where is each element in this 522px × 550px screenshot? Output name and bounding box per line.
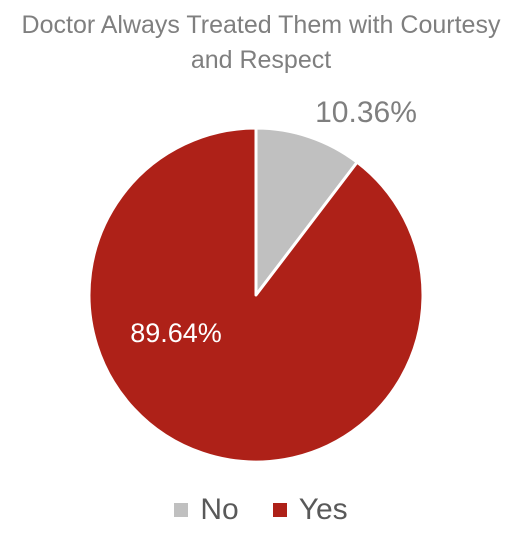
legend-label-no: No: [200, 493, 239, 526]
data-label-yes: 89.64%: [130, 318, 222, 348]
pie-slice-yes: [87, 126, 425, 464]
legend-swatch-no: [174, 503, 189, 517]
chart-title: Doctor Always Treated Them with Courtesy…: [0, 8, 522, 78]
chart-title-line-1: Doctor Always Treated Them with Courtesy: [21, 11, 501, 39]
legend-swatch-yes: [272, 503, 287, 517]
legend-label-yes: Yes: [298, 493, 348, 526]
legend-item-yes: Yes: [272, 493, 348, 527]
data-label-no: 10.36%: [315, 96, 417, 129]
pie-slice-no: [254, 126, 359, 297]
legend-item-no: No: [174, 493, 239, 527]
chart-title-line-2: and Respect: [190, 46, 332, 74]
chart-legend: No Yes: [0, 490, 522, 530]
